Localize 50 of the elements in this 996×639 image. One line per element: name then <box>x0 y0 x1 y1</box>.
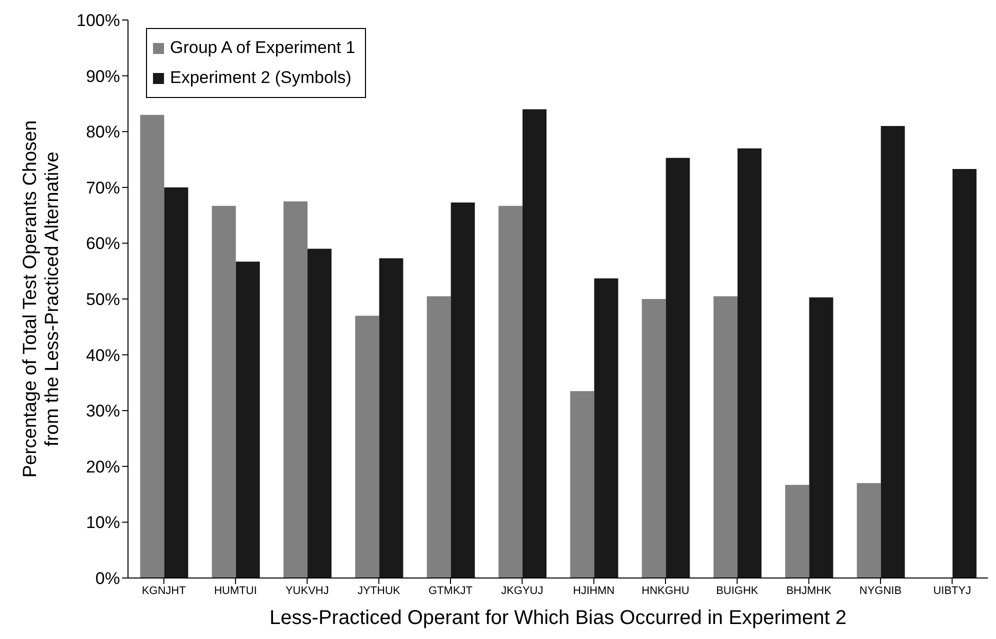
bar <box>642 299 666 578</box>
x-tick-label: HUMTUI <box>214 584 257 597</box>
bar <box>498 206 523 578</box>
bar <box>212 206 236 578</box>
bar <box>355 316 380 578</box>
bar <box>714 296 738 578</box>
bar <box>856 483 881 578</box>
x-tick-label: JKGYUJ <box>501 584 544 597</box>
y-tick-label: 10% <box>86 513 120 532</box>
bar <box>308 248 332 578</box>
bar <box>450 202 475 578</box>
bar <box>952 168 977 578</box>
bar <box>785 484 810 578</box>
x-tick-label: UIBTYJ <box>933 584 972 597</box>
bar <box>164 187 188 578</box>
legend-label: Experiment 2 (Symbols) <box>170 68 352 88</box>
bar <box>594 278 618 578</box>
bar <box>379 258 404 578</box>
y-tick-label: 20% <box>86 457 120 476</box>
y-tick-label: 100% <box>76 11 120 30</box>
x-tick-label: GTMKJT <box>428 584 473 597</box>
y-tick-label: 70% <box>86 178 120 198</box>
x-tick-label: YUKVHJ <box>285 584 329 597</box>
y-tick-label: 0% <box>95 569 120 588</box>
legend-label: Group A of Experiment 1 <box>170 38 356 58</box>
y-tick-label: 60% <box>86 234 120 254</box>
x-tick-label: JYTHUK <box>357 584 401 597</box>
bar <box>140 114 164 578</box>
bar <box>284 201 308 578</box>
bar <box>666 158 690 578</box>
y-tick-label: 80% <box>86 122 120 142</box>
y-tick-label: 50% <box>86 290 120 310</box>
x-tick-label: HNKGHU <box>642 584 690 597</box>
x-tick-label: BUIGHK <box>716 584 759 597</box>
x-tick-label: BHJMHK <box>786 584 832 597</box>
bar <box>236 262 260 578</box>
x-tick-label: KGNJHT <box>142 584 186 597</box>
x-axis-title: Less-Practiced Operant for Which Bias Occurred in Experiment 2 <box>270 607 846 629</box>
bar <box>522 109 547 578</box>
y-tick-label: 90% <box>86 66 120 86</box>
bar <box>738 148 762 578</box>
y-axis-title: Percentage of Total Test Operants Chosen from the Less-Practiced Alternative <box>20 120 63 478</box>
bar <box>880 126 905 578</box>
bar <box>426 296 451 578</box>
y-tick-label: 30% <box>86 402 120 421</box>
bar <box>809 297 834 578</box>
bar <box>570 391 594 578</box>
y-tick-label: 40% <box>86 346 120 365</box>
x-tick-label: HJIHMN <box>573 584 615 597</box>
x-tick-label: NYGNIB <box>859 584 902 597</box>
